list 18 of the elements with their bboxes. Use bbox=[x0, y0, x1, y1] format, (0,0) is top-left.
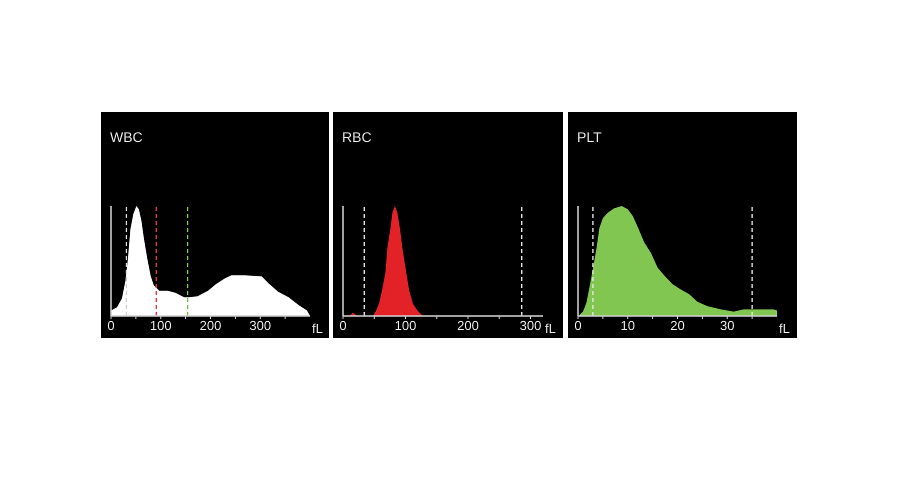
x-axis-title: fL bbox=[312, 321, 323, 336]
x-axis-title: fL bbox=[779, 321, 790, 336]
x-tick-label: 200 bbox=[200, 318, 222, 334]
x-tick-label: 0 bbox=[574, 318, 582, 334]
x-tick-label: 20 bbox=[670, 318, 685, 334]
chart-title: RBC bbox=[342, 129, 372, 145]
x-axis-title: fL bbox=[545, 321, 556, 336]
x-tick-label: 10 bbox=[620, 318, 635, 334]
x-tick-label: 200 bbox=[457, 318, 479, 334]
x-tick-label: 0 bbox=[339, 318, 347, 334]
chart-title: WBC bbox=[110, 129, 143, 145]
x-tick-label: 100 bbox=[394, 318, 416, 334]
x-tick-label: 300 bbox=[249, 318, 272, 334]
chart-title: PLT bbox=[577, 129, 602, 145]
x-tick-label: 100 bbox=[150, 318, 172, 334]
x-tick-label: 300 bbox=[520, 318, 542, 334]
x-tick-label: 30 bbox=[720, 318, 734, 334]
x-tick-label: 0 bbox=[107, 318, 115, 334]
